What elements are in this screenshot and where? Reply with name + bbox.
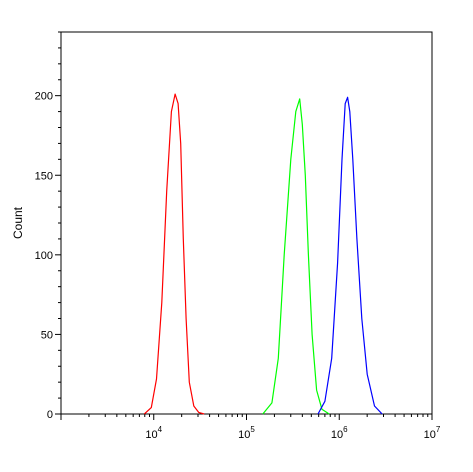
y-tick-label: 100 [35,250,53,262]
x-tick-label: 104 [145,425,162,441]
plot-area-frame [60,31,433,415]
x-axis-ticks: 104 105 106 107 [60,414,441,441]
y-tick-label: 150 [35,170,53,182]
histogram-series-2 [262,98,330,415]
histogram-series-1 [143,93,205,415]
y-tick-label: 0 [47,409,53,421]
series-layer [143,93,383,415]
x-tick-label: 106 [331,425,348,441]
y-tick-label: 200 [35,91,53,103]
x-tick-label: 105 [238,425,255,441]
y-axis-label: Count [11,206,25,239]
y-axis-ticks: 0 50 100 150 200 [35,31,61,421]
x-tick-label: 107 [424,425,441,441]
y-tick-label: 50 [41,329,53,341]
histogram-series-3 [317,96,383,415]
